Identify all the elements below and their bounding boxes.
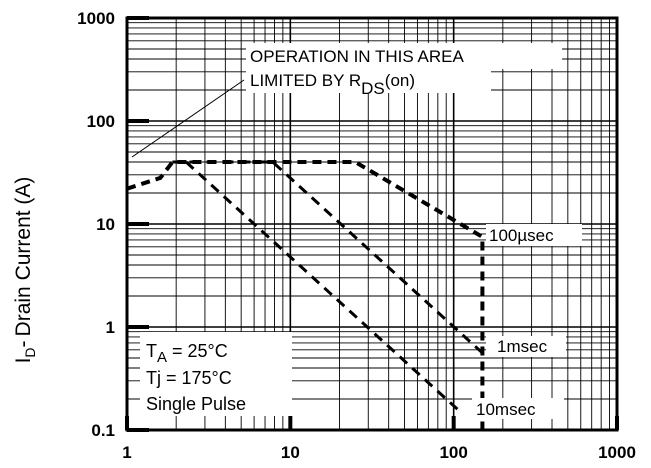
- series-label-1ms: 1msec: [497, 337, 548, 356]
- ylabel-symbol: I: [12, 358, 35, 364]
- ylabel-subscript: D: [22, 347, 38, 357]
- cond-tj: Tj = 175°C: [146, 368, 232, 388]
- area-note-line1: OPERATION IN THIS AREA: [250, 47, 464, 66]
- y-tick-label: 0.1: [91, 421, 115, 440]
- area-note-bg2: [246, 69, 491, 93]
- y-tick-label: 10: [96, 215, 115, 234]
- cond-ta: TA = 25°C: [146, 341, 228, 366]
- area-note-sub: DS: [361, 79, 385, 98]
- cond-ta-rest: = 25°C: [167, 341, 228, 361]
- x-tick-label: 100: [439, 443, 467, 462]
- conditions-bg: [140, 332, 292, 416]
- cond-ta-sub: A: [157, 349, 167, 366]
- label-100us-bg: [486, 224, 582, 246]
- area-note-bg: [246, 43, 562, 69]
- y-tick-label: 1000: [77, 9, 115, 28]
- label-10ms-bg: [472, 398, 564, 419]
- annotations: OPERATION IN THIS AREA LIMITED BY RDS(on…: [131, 43, 582, 419]
- x-tick-label: 10: [281, 443, 300, 462]
- series-line-3: [185, 160, 462, 414]
- cond-ta-main: T: [146, 341, 157, 361]
- cond-pulse: Single Pulse: [146, 394, 246, 414]
- area-note-line2: LIMITED BY RDS(on): [250, 71, 415, 98]
- x-tick-label: 1000: [598, 443, 636, 462]
- ylabel-text: Drain Current (A): [12, 177, 35, 337]
- plot-frame: [125, 16, 619, 432]
- series-line-2: [172, 160, 484, 355]
- area-note-leader: [131, 79, 245, 158]
- ylabel-dash: -: [12, 340, 35, 347]
- svg-text:ID-Drain Current (A): ID- Drain Current (A): [12, 177, 38, 364]
- x-tick-label: 1: [122, 443, 131, 462]
- series-label-100us: 100µsec: [489, 226, 554, 245]
- area-note-prefix: LIMITED BY R: [250, 71, 361, 90]
- y-tick-label: 1: [106, 318, 115, 337]
- y-tick-label: 100: [87, 112, 115, 131]
- tick-labels: 1 10 100 1000 0.1 1 10 100 1000: [77, 9, 636, 462]
- area-note-suffix: (on): [385, 71, 415, 90]
- y-axis-label: ID- Drain Current (A): [12, 177, 38, 364]
- label-1ms-bg: [486, 336, 566, 357]
- series-layer: [126, 160, 485, 430]
- series-label-10ms: 10msec: [476, 400, 536, 419]
